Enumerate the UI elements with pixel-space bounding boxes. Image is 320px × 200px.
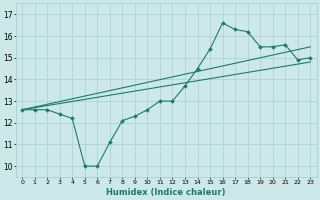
X-axis label: Humidex (Indice chaleur): Humidex (Indice chaleur)	[107, 188, 226, 197]
